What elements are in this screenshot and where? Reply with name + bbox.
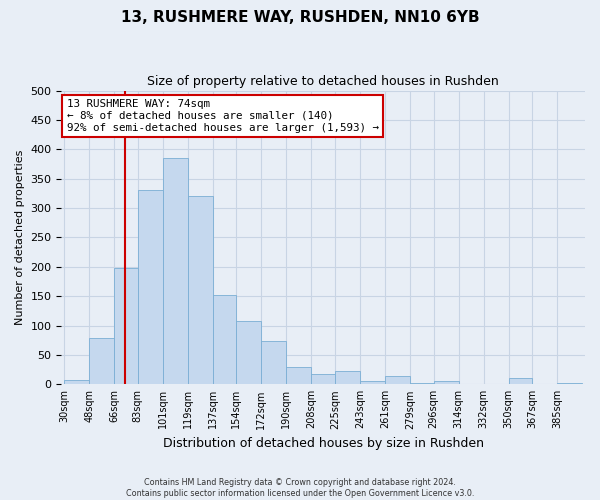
Bar xyxy=(114,268,138,384)
Bar xyxy=(410,383,434,384)
Y-axis label: Number of detached properties: Number of detached properties xyxy=(15,150,25,325)
Bar xyxy=(138,190,163,384)
X-axis label: Distribution of detached houses by size in Rushden: Distribution of detached houses by size … xyxy=(163,437,484,450)
Bar xyxy=(434,382,458,384)
Bar xyxy=(64,380,89,384)
Bar xyxy=(385,376,410,384)
Bar xyxy=(89,338,114,384)
Bar xyxy=(236,321,262,384)
Bar xyxy=(557,383,582,384)
Bar xyxy=(163,158,188,384)
Text: Contains HM Land Registry data © Crown copyright and database right 2024.
Contai: Contains HM Land Registry data © Crown c… xyxy=(126,478,474,498)
Bar xyxy=(509,378,532,384)
Bar xyxy=(335,372,360,384)
Bar xyxy=(262,342,286,384)
Title: Size of property relative to detached houses in Rushden: Size of property relative to detached ho… xyxy=(148,75,499,88)
Text: 13, RUSHMERE WAY, RUSHDEN, NN10 6YB: 13, RUSHMERE WAY, RUSHDEN, NN10 6YB xyxy=(121,10,479,25)
Bar xyxy=(213,295,236,384)
Bar xyxy=(311,374,335,384)
Bar xyxy=(286,366,311,384)
Text: 13 RUSHMERE WAY: 74sqm
← 8% of detached houses are smaller (140)
92% of semi-det: 13 RUSHMERE WAY: 74sqm ← 8% of detached … xyxy=(67,100,379,132)
Bar xyxy=(188,196,213,384)
Bar xyxy=(360,382,385,384)
